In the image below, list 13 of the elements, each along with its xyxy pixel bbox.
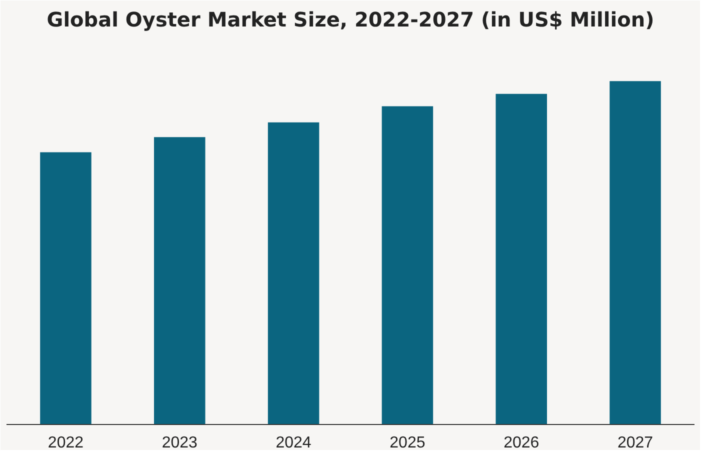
- bar: [268, 122, 320, 424]
- x-tick-label: 2024: [276, 434, 312, 452]
- x-tick-label: 2026: [504, 434, 540, 452]
- x-tick-label: 2023: [162, 434, 198, 452]
- bar: [496, 94, 547, 424]
- bar: [154, 137, 206, 424]
- bar: [40, 152, 92, 424]
- x-tick-label: 2025: [390, 434, 426, 452]
- x-tick-label: 2027: [617, 434, 654, 452]
- bar: [610, 81, 661, 424]
- x-tick-label: 2022: [48, 434, 84, 452]
- bar: [382, 106, 434, 424]
- chart-title: Global Oyster Market Size, 2022-2027 (in US$ Million): [46, 8, 654, 32]
